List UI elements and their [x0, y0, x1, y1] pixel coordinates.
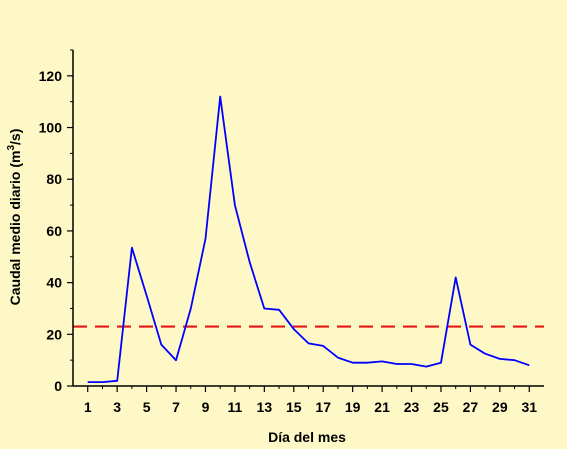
x-tick-label: 27	[463, 399, 479, 415]
x-tick-label: 25	[433, 399, 449, 415]
x-tick-label: 5	[143, 399, 151, 415]
axes	[72, 50, 544, 387]
x-tick-label: 17	[315, 399, 331, 415]
x-tick-label: 31	[521, 399, 537, 415]
x-tick-label: 15	[286, 399, 302, 415]
x-tick-label: 23	[404, 399, 420, 415]
y-axis-title: Caudal medio diario (m3/s)	[6, 129, 23, 306]
x-tick-label: 29	[492, 399, 508, 415]
x-tick-label: 11	[228, 399, 243, 415]
x-tick-label: 21	[374, 399, 390, 415]
series-line	[87, 95, 530, 384]
x-tick-label: 19	[345, 399, 361, 415]
x-axis-title: Día del mes	[268, 429, 346, 445]
x-tick-label: 9	[202, 399, 210, 415]
y-tick-label: 80	[46, 171, 62, 187]
x-tick-label: 1	[84, 399, 92, 415]
y-axis-title-superscript: 3	[6, 145, 17, 151]
x-tick-label: 13	[257, 399, 273, 415]
y-tick-label: 0	[54, 378, 62, 394]
y-tick-label: 60	[46, 223, 62, 239]
y-axis-title-main: Caudal medio diario (m	[7, 151, 23, 306]
y-axis-title-tail: /s)	[7, 129, 23, 145]
y-tick-label: 20	[46, 326, 62, 342]
y-tick-label: 100	[39, 120, 63, 136]
y-tick-label: 40	[46, 275, 62, 291]
x-tick-label: 7	[172, 399, 180, 415]
series-layer	[87, 95, 530, 384]
x-tick-label: 3	[113, 399, 121, 415]
y-tick-label: 120	[39, 68, 63, 84]
